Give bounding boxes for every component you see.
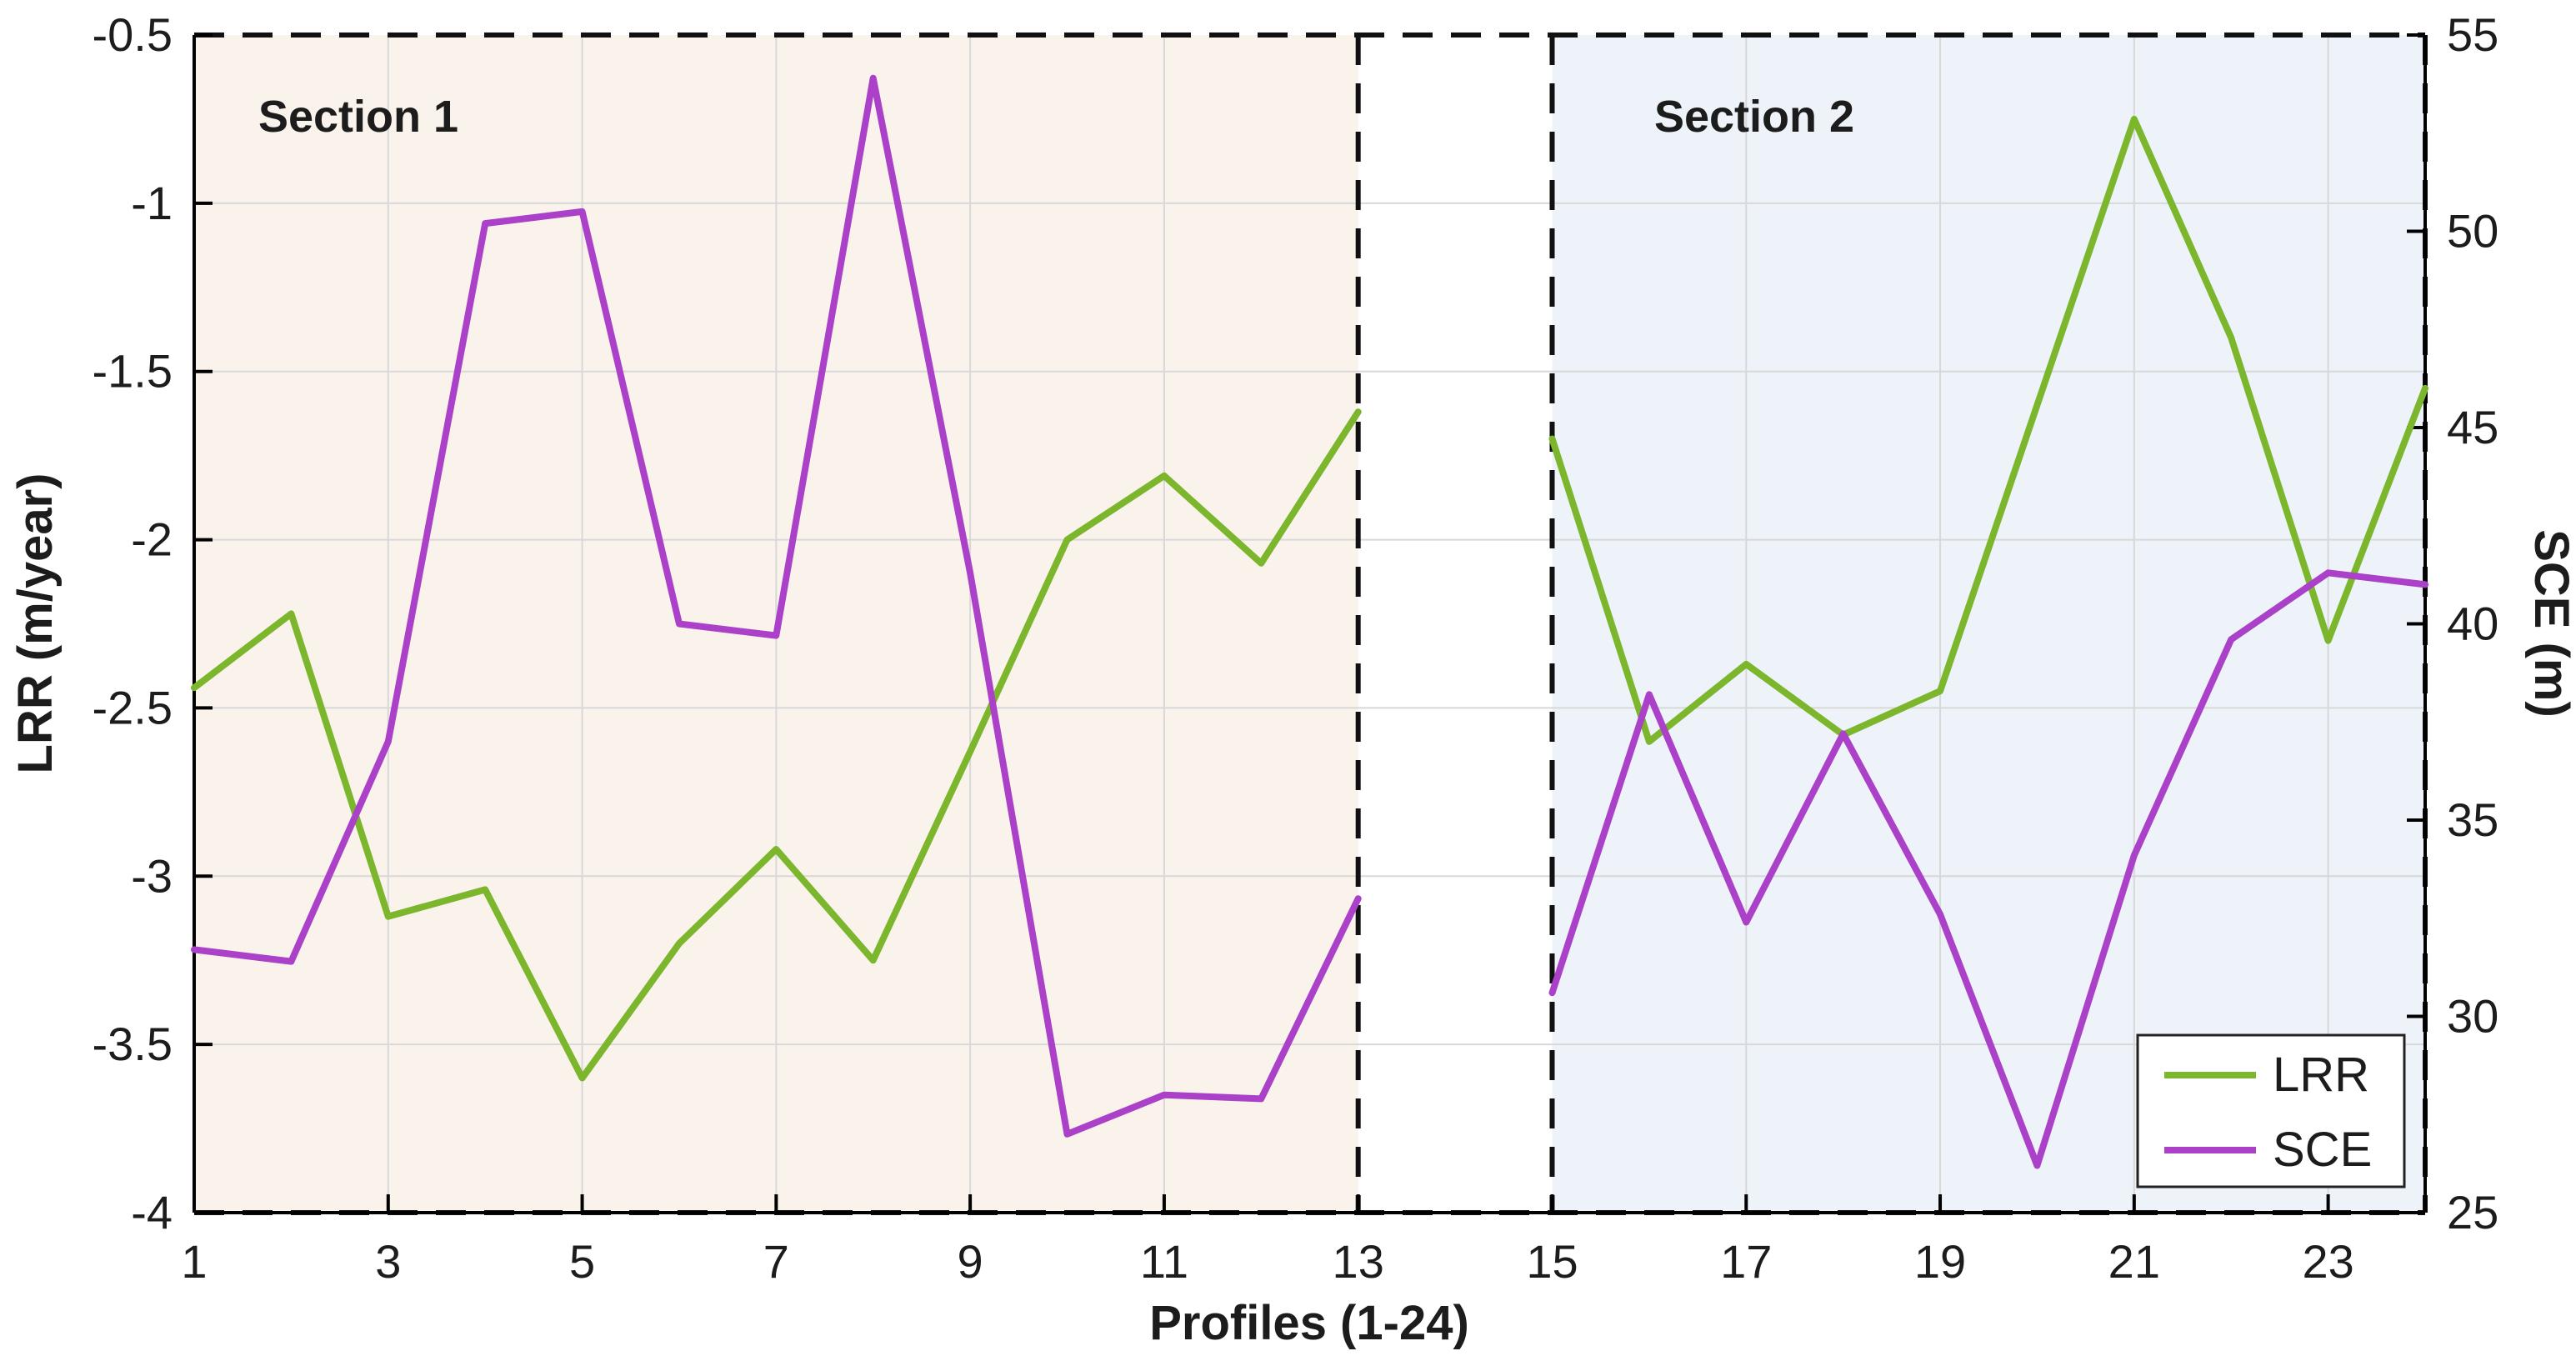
section-2-background [1552, 35, 2425, 1213]
y-axis-label-left: LRR (m/year) [8, 473, 63, 774]
x-tick-label: 5 [569, 1235, 595, 1288]
x-tick-label: 3 [375, 1235, 401, 1288]
x-tick-label: 1 [181, 1235, 207, 1288]
x-tick-label: 9 [958, 1235, 983, 1288]
section-2-label: Section 2 [1654, 92, 1854, 142]
x-tick-label: 17 [1720, 1235, 1772, 1288]
lrr-line [191, 115, 2428, 1082]
x-tick-label: 7 [763, 1235, 789, 1288]
x-tick-label: 19 [1914, 1235, 1966, 1288]
left-y-tick-label: -2 [131, 513, 173, 566]
legend: LRR SCE [2136, 1033, 2406, 1188]
axes [193, 33, 2427, 1214]
x-tick-label: 23 [2302, 1235, 2353, 1288]
legend-label-lrr: LRR [2273, 1048, 2369, 1102]
left-y-tick-label: -2.5 [93, 681, 173, 733]
left-y-tick-label: -3.5 [93, 1018, 173, 1070]
x-axis-label: Profiles (1-24) [1149, 1296, 1469, 1350]
left-y-tick-label: -3 [131, 849, 173, 902]
right-y-tick-label: 25 [2447, 1186, 2498, 1238]
right-y-tick-label: 55 [2447, 8, 2498, 61]
right-y-tick-label: 35 [2447, 793, 2498, 846]
left-y-tick-label: -0.5 [93, 8, 173, 61]
x-tick-label: 11 [1140, 1235, 1188, 1288]
legend-label-sce: SCE [2273, 1123, 2372, 1177]
right-y-tick-label: 50 [2447, 205, 2498, 258]
sce-line [191, 74, 2428, 1169]
tick-labels: 1 3 5 7 9 11 13 15 17 19 21 23-0.5-1-1.5-2-2.5-3-3.… [93, 8, 2499, 1288]
y-axis-label-right: SCE (m) [2524, 529, 2576, 718]
legend-box [2136, 1033, 2406, 1188]
right-y-tick-label: 45 [2447, 401, 2498, 453]
right-y-tick-label: 30 [2447, 990, 2498, 1043]
data-lines [191, 74, 2428, 1169]
x-tick-label: 21 [2108, 1235, 2160, 1288]
left-y-tick-label: -1 [131, 177, 173, 229]
x-tick-label: 13 [1333, 1235, 1384, 1288]
left-y-tick-label: -4 [131, 1186, 173, 1238]
left-y-tick-label: -1.5 [93, 345, 173, 398]
x-tick-label: 15 [1526, 1235, 1578, 1288]
right-y-tick-label: 40 [2447, 598, 2498, 650]
section-1-label: Section 1 [258, 92, 458, 142]
section-backgrounds [194, 35, 2425, 1213]
